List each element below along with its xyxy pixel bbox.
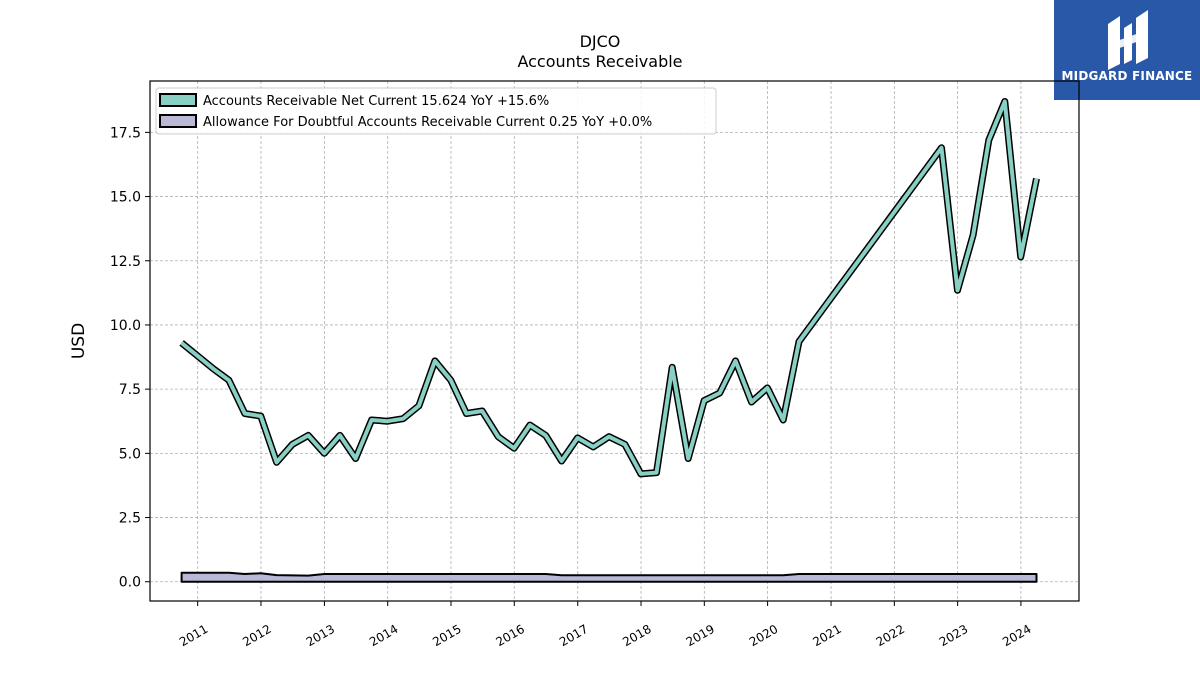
y-axis-label: USD [69,323,89,359]
chart-title-block: DJCO Accounts Receivable [0,32,1200,72]
y-tick-label: 17.5 [110,125,141,141]
series-receivable-outline [179,98,1040,478]
logo-mark-icon [1108,10,1148,70]
plot-frame [149,80,1080,602]
y-tick-label: 10.0 [110,318,141,334]
x-tick-label: 2016 [494,622,527,649]
y-tick-label: 7.5 [119,382,141,398]
legend-swatch [159,114,197,128]
x-tick-label: 2021 [810,622,843,649]
y-tick-label: 12.5 [110,254,141,270]
chart-title: DJCO [579,32,621,51]
legend: Accounts Receivable Net Current 15.624 Y… [155,87,717,135]
series-receivable-line [180,99,1039,476]
y-tick-label: 15.0 [110,190,141,206]
x-axis: 2011 2012 2013 2014 2015 2016 2017 2018 2019 2020… [177,601,1034,649]
x-tick-label: 2019 [684,622,717,649]
x-tick-label: 2017 [557,622,590,649]
series-layer [179,98,1040,583]
y-axis: 0.0 2.5 5.0 7.5 10.0 12.5 15.0 17.5 [110,125,150,591]
x-tick-label: 2022 [874,622,907,649]
series-allowance-area [180,571,1038,583]
x-tick-label: 2011 [177,622,210,649]
x-tick-label: 2023 [937,622,970,649]
x-tick-label: 2012 [240,622,273,649]
x-tick-label: 2015 [430,622,463,649]
x-tick-label: 2014 [367,622,400,649]
x-tick-label: 2013 [304,622,337,649]
x-tick-label: 2018 [620,622,653,649]
legend-box [155,87,717,135]
logo-text: MIDGARD FINANCE [1061,69,1193,83]
x-tick-label: 2024 [1000,622,1033,649]
midgard-finance-logo: MIDGARD FINANCE [1054,0,1200,100]
legend-entry: Allowance For Doubtful Accounts Receivab… [203,115,652,130]
grid-lines [150,81,1079,601]
y-tick-label: 0.0 [119,575,141,591]
y-tick-label: 5.0 [119,446,141,462]
legend-swatch [159,93,197,107]
y-tick-label: 2.5 [119,511,141,527]
legend-entry: Accounts Receivable Net Current 15.624 Y… [203,94,549,109]
x-tick-label: 2020 [747,622,780,649]
chart-subtitle: Accounts Receivable [517,52,683,71]
